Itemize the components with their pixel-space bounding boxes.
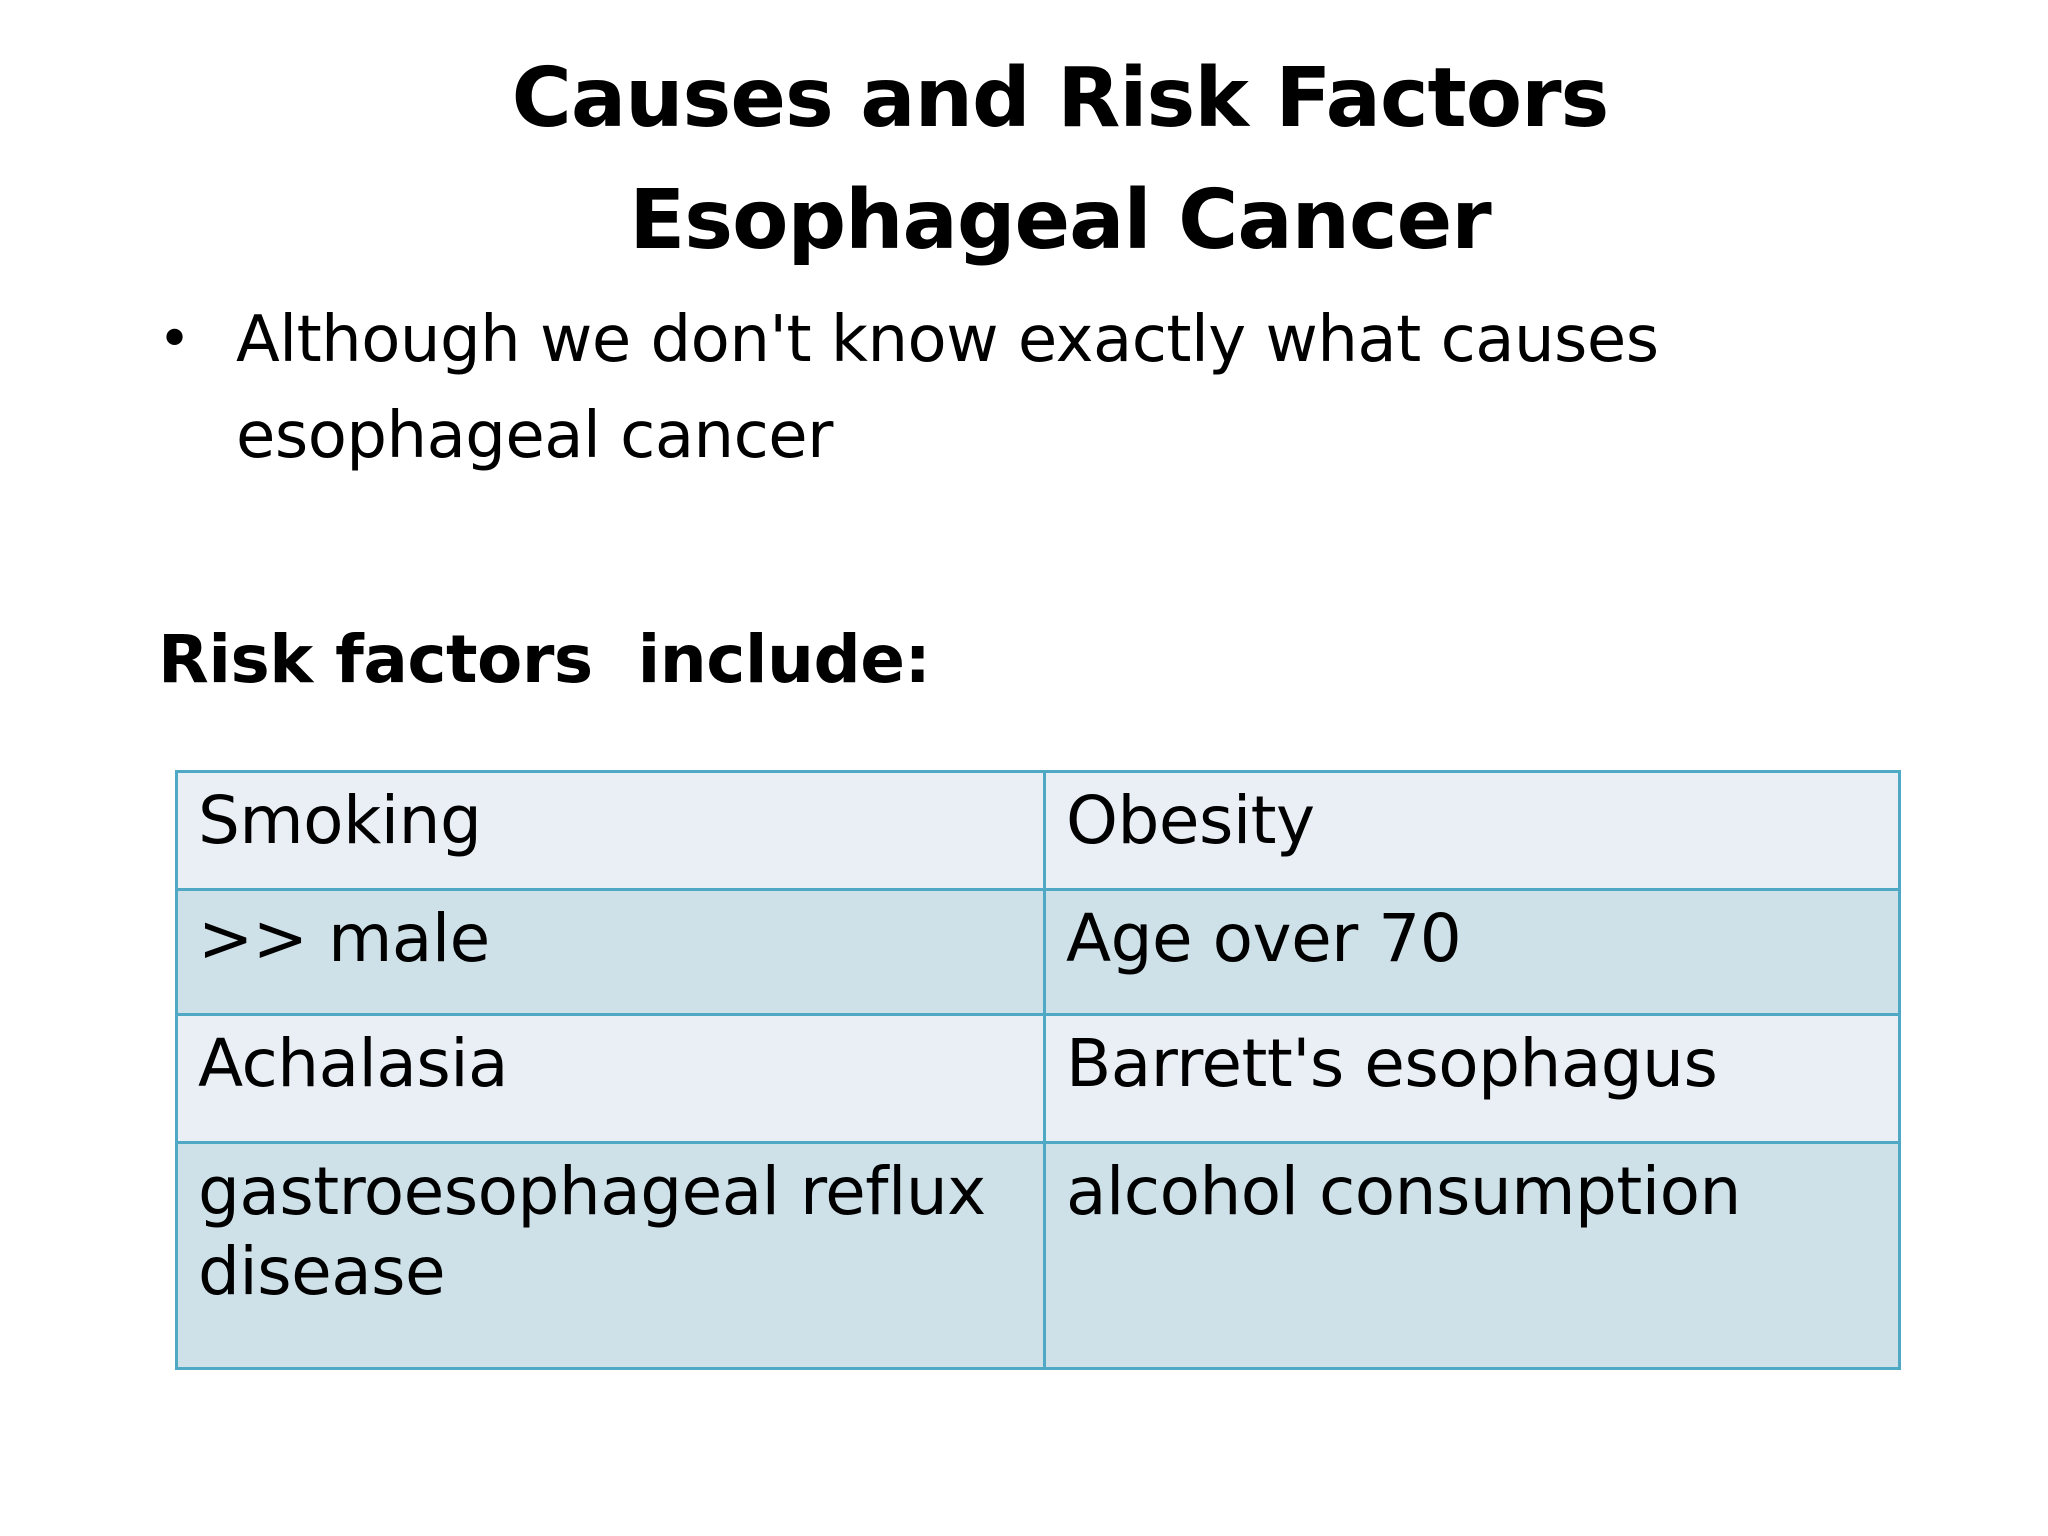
table-cell: gastroesophageal reflux disease xyxy=(175,1141,1046,1370)
table-cell: Barrett's esophagus xyxy=(1043,1013,1901,1144)
bullet-icon: • xyxy=(158,307,191,372)
title-line-1: Causes and Risk Factors xyxy=(511,51,1610,146)
risk-factors-heading: Risk factors include: xyxy=(158,621,931,698)
table-cell: alcohol consumption xyxy=(1043,1141,1901,1370)
table-row: gastroesophageal reflux disease alcohol … xyxy=(175,1141,1901,1370)
title-line-2: Esophageal Cancer xyxy=(629,173,1491,268)
table-cell: >> male xyxy=(175,888,1046,1016)
table-cell: Achalasia xyxy=(175,1013,1046,1144)
table-cell: Obesity xyxy=(1043,770,1901,891)
table-row: >> male Age over 70 xyxy=(175,888,1901,1016)
slide-title: Causes and Risk Factors Esophageal Cance… xyxy=(0,38,2048,282)
table-row: Smoking Obesity xyxy=(175,770,1901,891)
table-cell: Age over 70 xyxy=(1043,888,1901,1016)
bullet-text: Although we don't know exactly what caus… xyxy=(236,303,1659,473)
risk-factors-table: Smoking Obesity >> male Age over 70 Acha… xyxy=(175,770,1901,1370)
table-row: Achalasia Barrett's esophagus xyxy=(175,1013,1901,1144)
table-cell: Smoking xyxy=(175,770,1046,891)
